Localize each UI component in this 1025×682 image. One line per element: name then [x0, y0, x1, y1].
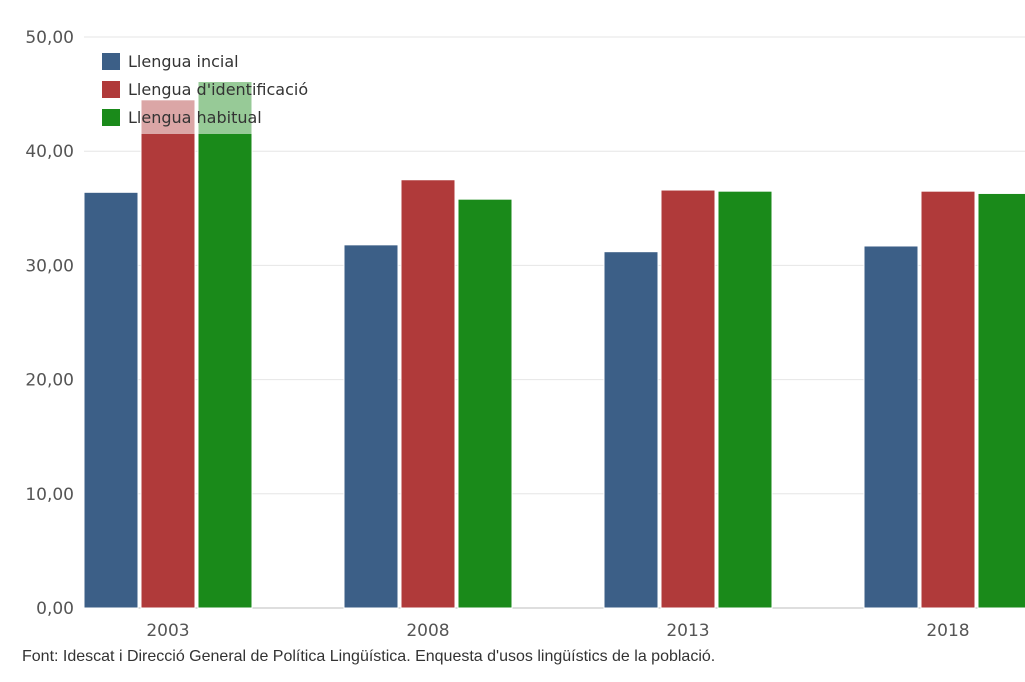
- bar: [343, 244, 399, 609]
- x-tick-label: 2018: [926, 621, 969, 640]
- x-tick-label: 2003: [146, 621, 189, 640]
- y-tick-label: 50,00: [25, 28, 74, 48]
- y-tick-label: 0,00: [36, 599, 74, 619]
- bar: [717, 190, 773, 609]
- bar: [603, 251, 659, 609]
- legend-swatch: [102, 81, 120, 98]
- legend-box: [94, 46, 342, 134]
- bar: [400, 179, 456, 609]
- legend-label: Llengua d'identificació: [128, 80, 308, 99]
- x-tick-label: 2008: [406, 621, 449, 640]
- bar: [197, 81, 253, 609]
- y-tick-label: 30,00: [25, 256, 74, 276]
- y-tick-label: 10,00: [25, 485, 74, 505]
- bar: [83, 191, 139, 609]
- x-axis-tick-labels: 2003 2008 2013 2018: [146, 621, 969, 640]
- source-note: Font: Idescat i Direcció General de Polí…: [22, 648, 716, 665]
- x-tick-label: 2013: [666, 621, 709, 640]
- bar: [920, 190, 976, 609]
- bar: [140, 99, 196, 609]
- y-tick-label: 20,00: [25, 371, 74, 391]
- legend-label: Llengua incial: [128, 52, 239, 71]
- legend[interactable]: Llengua incial Llengua d'identificació Lle…: [94, 46, 342, 134]
- bar: [457, 198, 513, 609]
- bars: [83, 81, 1025, 609]
- legend-swatch: [102, 53, 120, 70]
- y-axis-tick-labels: 0,00 10,00 20,00 30,00 40,00 50,00: [25, 28, 74, 619]
- y-tick-label: 40,00: [25, 142, 74, 162]
- bar: [863, 245, 919, 609]
- bar: [977, 192, 1025, 609]
- legend-swatch: [102, 109, 120, 126]
- bar: [660, 189, 716, 609]
- legend-label: Llengua habitual: [128, 108, 262, 127]
